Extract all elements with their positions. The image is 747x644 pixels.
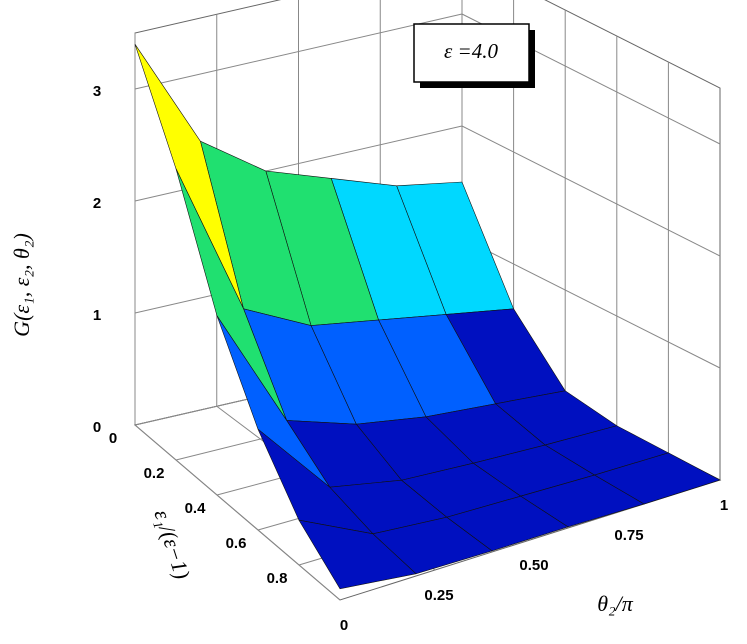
x-tick-label: 0.2 [144,465,165,482]
grid-line [461,125,721,257]
surface [134,44,721,590]
z-tick-label: 1 [93,307,101,324]
z-axis-label: G(ε₁, ε₂, θ₂) [9,233,34,337]
grid-line [461,237,721,369]
annotation: ε =4.0 [444,39,498,63]
z-tick-label: 3 [93,83,101,100]
x-tick-label: 0.6 [226,535,247,552]
grid-line [134,424,341,601]
y-tick-label: 1 [720,497,728,514]
surface-patch [298,519,417,590]
x-axis-label: ε₁/(ε−1) [149,506,195,582]
x-tick-label: 0 [109,430,117,447]
annotation-box [413,23,530,83]
y-axis-label: θ₂/π [597,591,634,616]
z-tick-label: 0 [93,419,101,436]
y-tick-label: 0 [340,617,348,634]
y-tick-label: 0.50 [519,557,548,574]
z-tick-label: 2 [93,195,101,212]
y-tick-label: 0.75 [614,527,643,544]
x-tick-label: 0.8 [267,570,288,587]
x-tick-label: 0.4 [185,500,207,517]
y-tick-label: 0.25 [424,587,453,604]
